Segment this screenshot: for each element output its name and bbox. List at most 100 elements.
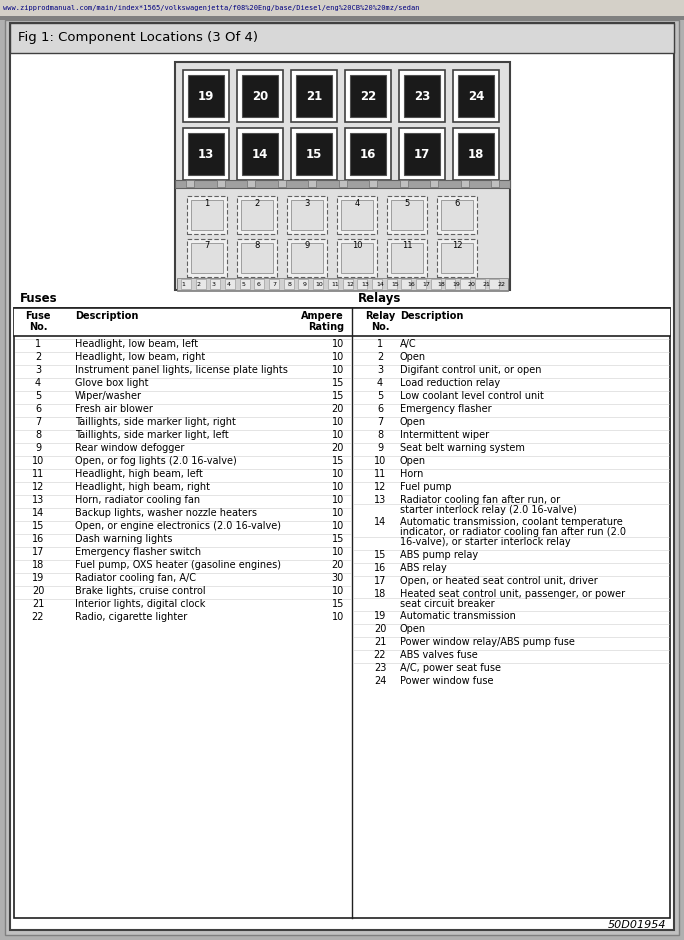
Text: 17: 17 <box>414 148 430 161</box>
Text: Instrument panel lights, license plate lights: Instrument panel lights, license plate l… <box>75 365 288 375</box>
Bar <box>491 180 499 187</box>
Bar <box>445 279 456 289</box>
Text: indicator, or radiator cooling fan after run (2.0: indicator, or radiator cooling fan after… <box>400 527 626 537</box>
Bar <box>10 23 674 53</box>
Text: 2: 2 <box>254 198 260 208</box>
Bar <box>188 133 224 175</box>
Text: 15: 15 <box>374 550 386 560</box>
Text: Radiator cooling fan after run, or: Radiator cooling fan after run, or <box>400 495 560 505</box>
Bar <box>247 180 255 187</box>
Text: Fuse
No.: Fuse No. <box>25 311 51 332</box>
Bar <box>308 180 316 187</box>
Bar <box>437 239 477 277</box>
Text: 2: 2 <box>35 352 41 362</box>
Bar <box>337 196 377 234</box>
Text: 10: 10 <box>332 365 344 375</box>
Text: 10: 10 <box>352 242 363 250</box>
Text: Open: Open <box>400 352 426 362</box>
Bar <box>287 196 327 234</box>
Bar <box>387 239 427 277</box>
Text: 10: 10 <box>32 456 44 466</box>
Text: ABS relay: ABS relay <box>400 563 447 573</box>
Text: 15: 15 <box>332 534 344 544</box>
Text: 16: 16 <box>374 563 386 573</box>
Text: 13: 13 <box>361 283 369 288</box>
Text: 21: 21 <box>374 637 386 648</box>
Text: Automatic transmission, coolant temperature: Automatic transmission, coolant temperat… <box>400 517 622 527</box>
Text: Brake lights, cruise control: Brake lights, cruise control <box>75 586 206 596</box>
Text: 6: 6 <box>454 198 460 208</box>
Text: Load reduction relay: Load reduction relay <box>400 378 500 388</box>
Text: Headlight, low beam, left: Headlight, low beam, left <box>75 339 198 349</box>
Bar <box>211 279 220 289</box>
Bar <box>177 278 508 290</box>
Bar <box>175 180 510 188</box>
Text: 15: 15 <box>332 391 344 401</box>
Text: Open, or heated seat control unit, driver: Open, or heated seat control unit, drive… <box>400 576 598 587</box>
Bar <box>345 70 391 122</box>
Text: 19: 19 <box>374 611 386 621</box>
Text: 21: 21 <box>306 89 322 102</box>
Text: 10: 10 <box>316 283 324 288</box>
Text: 19: 19 <box>453 283 460 288</box>
Text: 8: 8 <box>287 283 291 288</box>
Text: 2: 2 <box>377 352 383 362</box>
Bar <box>475 279 485 289</box>
Text: Intermittent wiper: Intermittent wiper <box>400 430 489 440</box>
Bar <box>453 128 499 180</box>
Text: www.zipprodmanual.com/main/index*1565/volkswagenjetta/f08%20Eng/base/Diesel/eng%: www.zipprodmanual.com/main/index*1565/vo… <box>3 5 419 11</box>
Text: 14: 14 <box>374 517 386 527</box>
Text: 18: 18 <box>374 589 386 600</box>
Text: 10: 10 <box>332 547 344 557</box>
Bar <box>337 239 377 277</box>
Text: 15: 15 <box>332 599 344 609</box>
Text: 15: 15 <box>332 378 344 388</box>
Text: 10: 10 <box>332 495 344 505</box>
Bar <box>399 128 445 180</box>
Text: Open: Open <box>400 417 426 427</box>
Text: Horn: Horn <box>400 469 423 479</box>
Text: 8: 8 <box>35 430 41 440</box>
Text: 17: 17 <box>32 547 44 557</box>
Bar <box>296 75 332 117</box>
Bar <box>254 279 265 289</box>
Text: Taillights, side marker light, right: Taillights, side marker light, right <box>75 417 236 427</box>
Bar <box>237 70 283 122</box>
Text: 18: 18 <box>468 148 484 161</box>
Text: 13: 13 <box>32 495 44 505</box>
Bar <box>416 279 426 289</box>
Text: 12: 12 <box>346 283 354 288</box>
Text: Fig 1: Component Locations (3 Of 4): Fig 1: Component Locations (3 Of 4) <box>18 32 258 44</box>
Bar <box>313 279 323 289</box>
Text: Relays: Relays <box>358 292 402 305</box>
Text: 3: 3 <box>35 365 41 375</box>
Text: 10: 10 <box>332 586 344 596</box>
Text: ABS pump relay: ABS pump relay <box>400 550 478 560</box>
Text: 9: 9 <box>377 443 383 453</box>
Text: 14: 14 <box>376 283 384 288</box>
Bar <box>187 196 227 234</box>
Text: 11: 11 <box>374 469 386 479</box>
Bar <box>237 128 283 180</box>
Bar <box>177 279 508 291</box>
Text: Wiper/washer: Wiper/washer <box>75 391 142 401</box>
Text: 15: 15 <box>32 521 44 531</box>
Bar <box>242 133 278 175</box>
Text: 9: 9 <box>35 443 41 453</box>
Text: 5: 5 <box>242 283 246 288</box>
Text: A/C, power seat fuse: A/C, power seat fuse <box>400 664 501 673</box>
Text: 15: 15 <box>392 283 399 288</box>
Bar <box>175 62 510 290</box>
Bar <box>328 279 338 289</box>
Text: 5: 5 <box>377 391 383 401</box>
Text: 30: 30 <box>332 573 344 583</box>
Text: Power window fuse: Power window fuse <box>400 677 493 686</box>
Bar <box>242 75 278 117</box>
Text: Taillights, side marker light, left: Taillights, side marker light, left <box>75 430 228 440</box>
Text: 16: 16 <box>360 148 376 161</box>
Bar <box>341 243 373 273</box>
Text: 16: 16 <box>407 283 415 288</box>
Text: 16-valve), or starter interlock relay: 16-valve), or starter interlock relay <box>400 537 570 547</box>
Text: 17: 17 <box>422 283 430 288</box>
Text: 7: 7 <box>35 417 41 427</box>
